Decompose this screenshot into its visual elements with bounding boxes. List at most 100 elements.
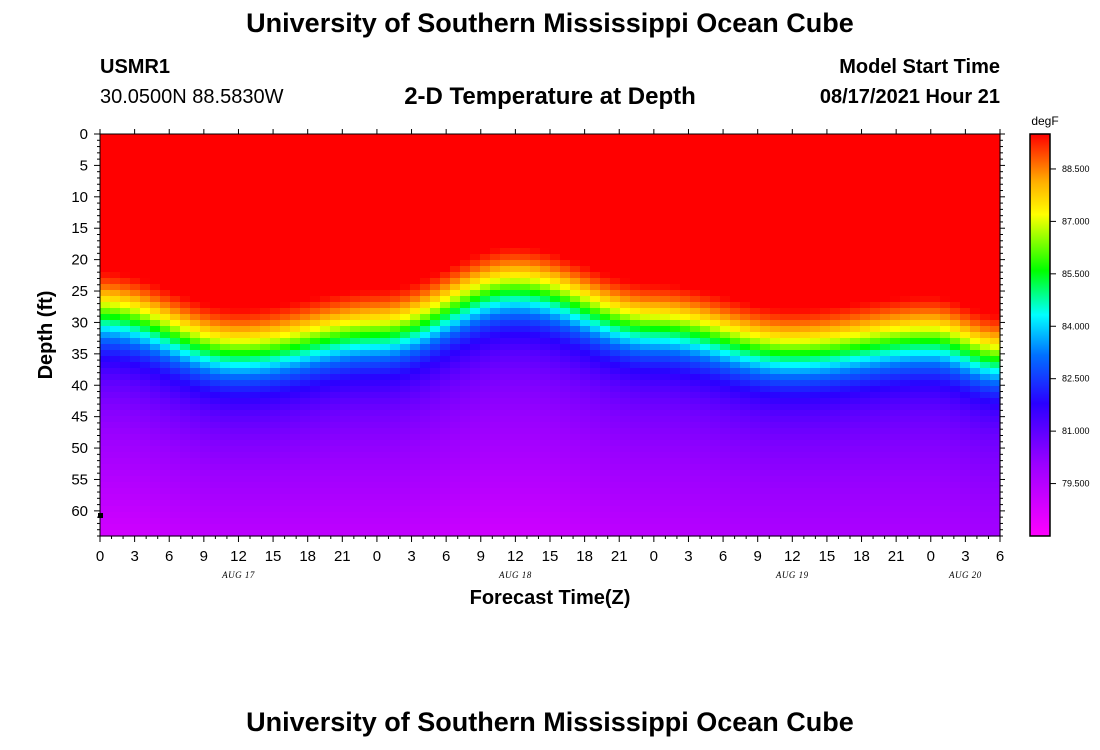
heatmap-cell	[650, 146, 661, 153]
heatmap-cell	[370, 242, 381, 249]
heatmap-cell	[140, 176, 151, 183]
heatmap-cell	[730, 530, 741, 537]
heatmap-cell	[680, 398, 691, 405]
heatmap-cell	[610, 356, 621, 363]
heatmap-cell	[680, 230, 691, 237]
heatmap-cell	[350, 188, 361, 195]
heatmap-cell	[520, 164, 531, 171]
heatmap-cell	[730, 242, 741, 249]
heatmap-cell	[810, 344, 821, 351]
heatmap-cell	[180, 464, 191, 471]
heatmap-cell	[590, 434, 601, 441]
heatmap-cell	[640, 188, 651, 195]
heatmap-cell	[300, 476, 311, 483]
heatmap-cell	[170, 386, 181, 393]
heatmap-cell	[650, 416, 661, 423]
heatmap-cell	[240, 530, 251, 537]
heatmap-cell	[710, 314, 721, 321]
heatmap-cell	[440, 422, 451, 429]
heatmap-cell	[470, 338, 481, 345]
heatmap-cell	[530, 218, 541, 225]
heatmap-cell	[360, 518, 371, 525]
heatmap-cell	[330, 506, 341, 513]
heatmap-cell	[710, 242, 721, 249]
heatmap-cell	[180, 212, 191, 219]
heatmap-cell	[500, 188, 511, 195]
heatmap-cell	[250, 446, 261, 453]
heatmap-cell	[260, 434, 271, 441]
heatmap-cell	[750, 524, 761, 531]
heatmap-cell	[780, 386, 791, 393]
heatmap-cell	[640, 194, 651, 201]
heatmap-cell	[170, 446, 181, 453]
heatmap-cell	[100, 374, 111, 381]
heatmap-cell	[720, 368, 731, 375]
heatmap-cell	[170, 392, 181, 399]
heatmap-cell	[700, 344, 711, 351]
heatmap-cell	[360, 308, 371, 315]
heatmap-cell	[670, 164, 681, 171]
heatmap-cell	[770, 140, 781, 147]
heatmap-cell	[260, 470, 271, 477]
heatmap-cell	[250, 236, 261, 243]
heatmap-cell	[160, 158, 171, 165]
heatmap-cell	[280, 200, 291, 207]
heatmap-cell	[610, 158, 621, 165]
heatmap-cell	[160, 392, 171, 399]
heatmap-cell	[300, 392, 311, 399]
heatmap-cell	[270, 530, 281, 537]
heatmap-cell	[750, 200, 761, 207]
heatmap-cell	[570, 530, 581, 537]
heatmap-cell	[320, 224, 331, 231]
heatmap-cell	[710, 362, 721, 369]
heatmap-cell	[120, 134, 131, 141]
heatmap-cell	[660, 200, 671, 207]
heatmap-cell	[470, 362, 481, 369]
heatmap-cell	[670, 152, 681, 159]
heatmap-cell	[440, 284, 451, 291]
heatmap-cell	[460, 212, 471, 219]
heatmap-cell	[280, 350, 291, 357]
heatmap-cell	[100, 230, 111, 237]
heatmap-cell	[830, 410, 841, 417]
heatmap-cell	[130, 446, 141, 453]
heatmap-cell	[350, 512, 361, 519]
heatmap-cell	[480, 362, 491, 369]
heatmap-cell	[840, 242, 851, 249]
heatmap-cell	[590, 416, 601, 423]
heatmap-cell	[420, 170, 431, 177]
heatmap-cell	[720, 278, 731, 285]
heatmap-cell	[360, 374, 371, 381]
heatmap-cell	[610, 428, 621, 435]
heatmap-cell	[620, 530, 631, 537]
heatmap-cell	[210, 176, 221, 183]
heatmap-cell	[560, 446, 571, 453]
heatmap-cell	[450, 524, 461, 531]
heatmap-cell	[620, 350, 631, 357]
heatmap-cell	[430, 338, 441, 345]
heatmap-cell	[230, 506, 241, 513]
heatmap-cell	[490, 164, 501, 171]
heatmap-cell	[300, 524, 311, 531]
heatmap-cell	[650, 242, 661, 249]
heatmap-cell	[570, 404, 581, 411]
heatmap-cell	[400, 200, 411, 207]
heatmap-cell	[520, 416, 531, 423]
heatmap-cell	[410, 530, 421, 537]
heatmap-cell	[290, 260, 301, 267]
heatmap-cell	[650, 434, 661, 441]
heatmap-cell	[400, 296, 411, 303]
heatmap-cell	[250, 158, 261, 165]
heatmap-cell	[340, 176, 351, 183]
heatmap-cell	[100, 248, 111, 255]
heatmap-cell	[220, 206, 231, 213]
heatmap-cell	[580, 284, 591, 291]
heatmap-cell	[460, 416, 471, 423]
heatmap-cell	[660, 458, 671, 465]
heatmap-cell	[300, 362, 311, 369]
heatmap-cell	[270, 326, 281, 333]
heatmap-cell	[620, 380, 631, 387]
heatmap-cell	[820, 140, 831, 147]
heatmap-cell	[310, 302, 321, 309]
heatmap-cell	[490, 428, 501, 435]
